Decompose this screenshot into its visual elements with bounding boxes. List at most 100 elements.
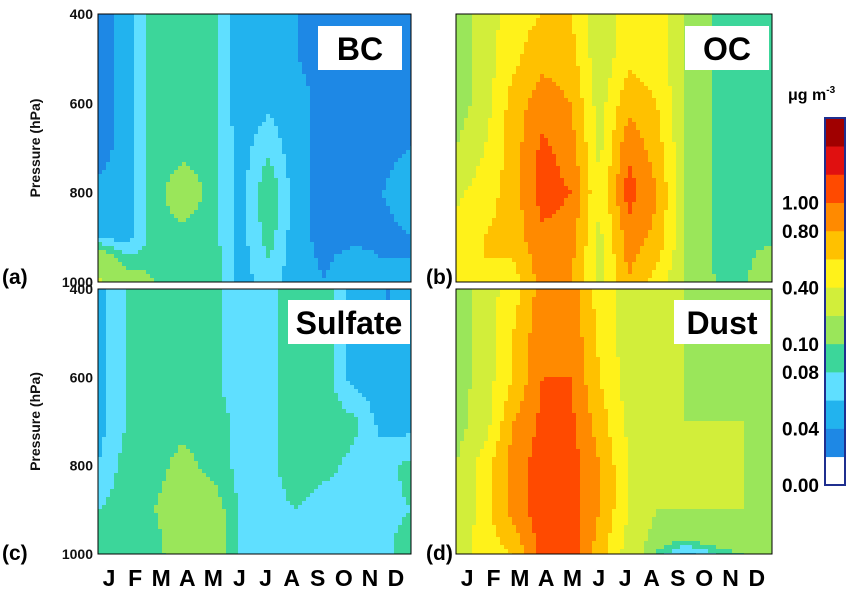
heatmap-cell <box>250 38 255 43</box>
heatmap-cell <box>234 78 239 83</box>
heatmap-cell <box>222 234 227 239</box>
heatmap-cell <box>274 238 279 243</box>
heatmap-cell <box>326 234 331 239</box>
heatmap-cell <box>178 102 183 107</box>
heatmap-cell <box>282 54 287 59</box>
heatmap-cell <box>122 102 127 107</box>
heatmap-cell <box>210 90 215 95</box>
heatmap-cell <box>398 198 403 203</box>
heatmap-cell <box>378 210 383 215</box>
heatmap-cell <box>106 42 111 47</box>
heatmap-cell <box>110 62 115 67</box>
heatmap-cell <box>122 22 127 27</box>
heatmap-cell <box>334 190 339 195</box>
heatmap-cell <box>190 82 195 87</box>
heatmap-cell <box>298 46 303 51</box>
heatmap-cell <box>322 178 327 183</box>
heatmap-cell <box>250 202 255 207</box>
heatmap-cell <box>206 74 211 79</box>
heatmap-cell <box>274 226 279 231</box>
heatmap-cell <box>342 74 347 79</box>
heatmap-cell <box>154 146 159 151</box>
heatmap-cell <box>370 118 375 123</box>
heatmap-cell <box>358 182 363 187</box>
heatmap-cell <box>318 74 323 79</box>
heatmap-cell <box>158 34 163 39</box>
heatmap-cell <box>398 146 403 151</box>
heatmap-cell <box>362 150 367 155</box>
heatmap-cell <box>278 214 283 219</box>
heatmap-cell <box>218 142 223 147</box>
heatmap-cell <box>314 18 319 23</box>
heatmap-cell <box>302 254 307 259</box>
heatmap-cell <box>386 166 391 171</box>
heatmap-cell <box>218 238 223 243</box>
heatmap-cell <box>306 170 311 175</box>
heatmap-cell <box>198 222 203 227</box>
heatmap-cell <box>234 178 239 183</box>
heatmap-cell <box>258 226 263 231</box>
heatmap-cell <box>186 214 191 219</box>
heatmap-cell <box>222 34 227 39</box>
heatmap-cell <box>214 66 219 71</box>
heatmap-cell <box>378 226 383 231</box>
heatmap-cell <box>246 210 251 215</box>
heatmap-cell <box>222 110 227 115</box>
heatmap-cell <box>210 210 215 215</box>
heatmap-cell <box>302 226 307 231</box>
heatmap-cell <box>130 166 135 171</box>
heatmap-cell <box>186 30 191 35</box>
heatmap-cell <box>246 246 251 251</box>
heatmap-cell <box>374 206 379 211</box>
heatmap-cell <box>98 218 103 223</box>
heatmap-cell <box>230 134 235 139</box>
heatmap-cell <box>398 130 403 135</box>
heatmap-cell <box>378 14 383 19</box>
heatmap-cell <box>310 62 315 67</box>
heatmap-cell <box>222 218 227 223</box>
heatmap-cell <box>138 134 143 139</box>
heatmap-cell <box>102 194 107 199</box>
heatmap-cell <box>98 198 103 203</box>
heatmap-cell <box>142 170 147 175</box>
heatmap-cell <box>166 138 171 143</box>
heatmap-cell <box>254 186 259 191</box>
heatmap-cell <box>122 214 127 219</box>
heatmap-cell <box>394 14 399 19</box>
heatmap-cell <box>238 126 243 131</box>
heatmap-cell <box>114 226 119 231</box>
heatmap-cell <box>278 182 283 187</box>
heatmap-cell <box>114 122 119 127</box>
heatmap-cell <box>98 110 103 115</box>
heatmap-cell <box>114 222 119 227</box>
heatmap-cell <box>310 150 315 155</box>
heatmap-cell <box>150 74 155 79</box>
heatmap-cell <box>318 214 323 219</box>
heatmap-cell <box>406 114 411 119</box>
heatmap-cell <box>126 226 131 231</box>
heatmap-cell <box>138 46 143 51</box>
heatmap-cell <box>198 154 203 159</box>
heatmap-cell <box>142 62 147 67</box>
heatmap-cell <box>170 182 175 187</box>
heatmap-cell <box>98 90 103 95</box>
heatmap-cell <box>362 14 367 19</box>
heatmap-cell <box>270 162 275 167</box>
heatmap-cell <box>346 158 351 163</box>
heatmap-cell <box>206 94 211 99</box>
heatmap-cell <box>366 82 371 87</box>
heatmap-cell <box>186 230 191 235</box>
heatmap-cell <box>138 182 143 187</box>
heatmap-cell <box>330 258 335 263</box>
heatmap-cell <box>382 134 387 139</box>
heatmap-cell <box>190 242 195 247</box>
heatmap-cell <box>114 38 119 43</box>
heatmap-cell <box>350 178 355 183</box>
heatmap-cell <box>234 234 239 239</box>
heatmap-cell <box>134 26 139 31</box>
heatmap-cell <box>362 218 367 223</box>
heatmap-cell <box>382 194 387 199</box>
heatmap-cell <box>190 158 195 163</box>
heatmap-cell <box>142 258 147 263</box>
heatmap-cell <box>314 142 319 147</box>
